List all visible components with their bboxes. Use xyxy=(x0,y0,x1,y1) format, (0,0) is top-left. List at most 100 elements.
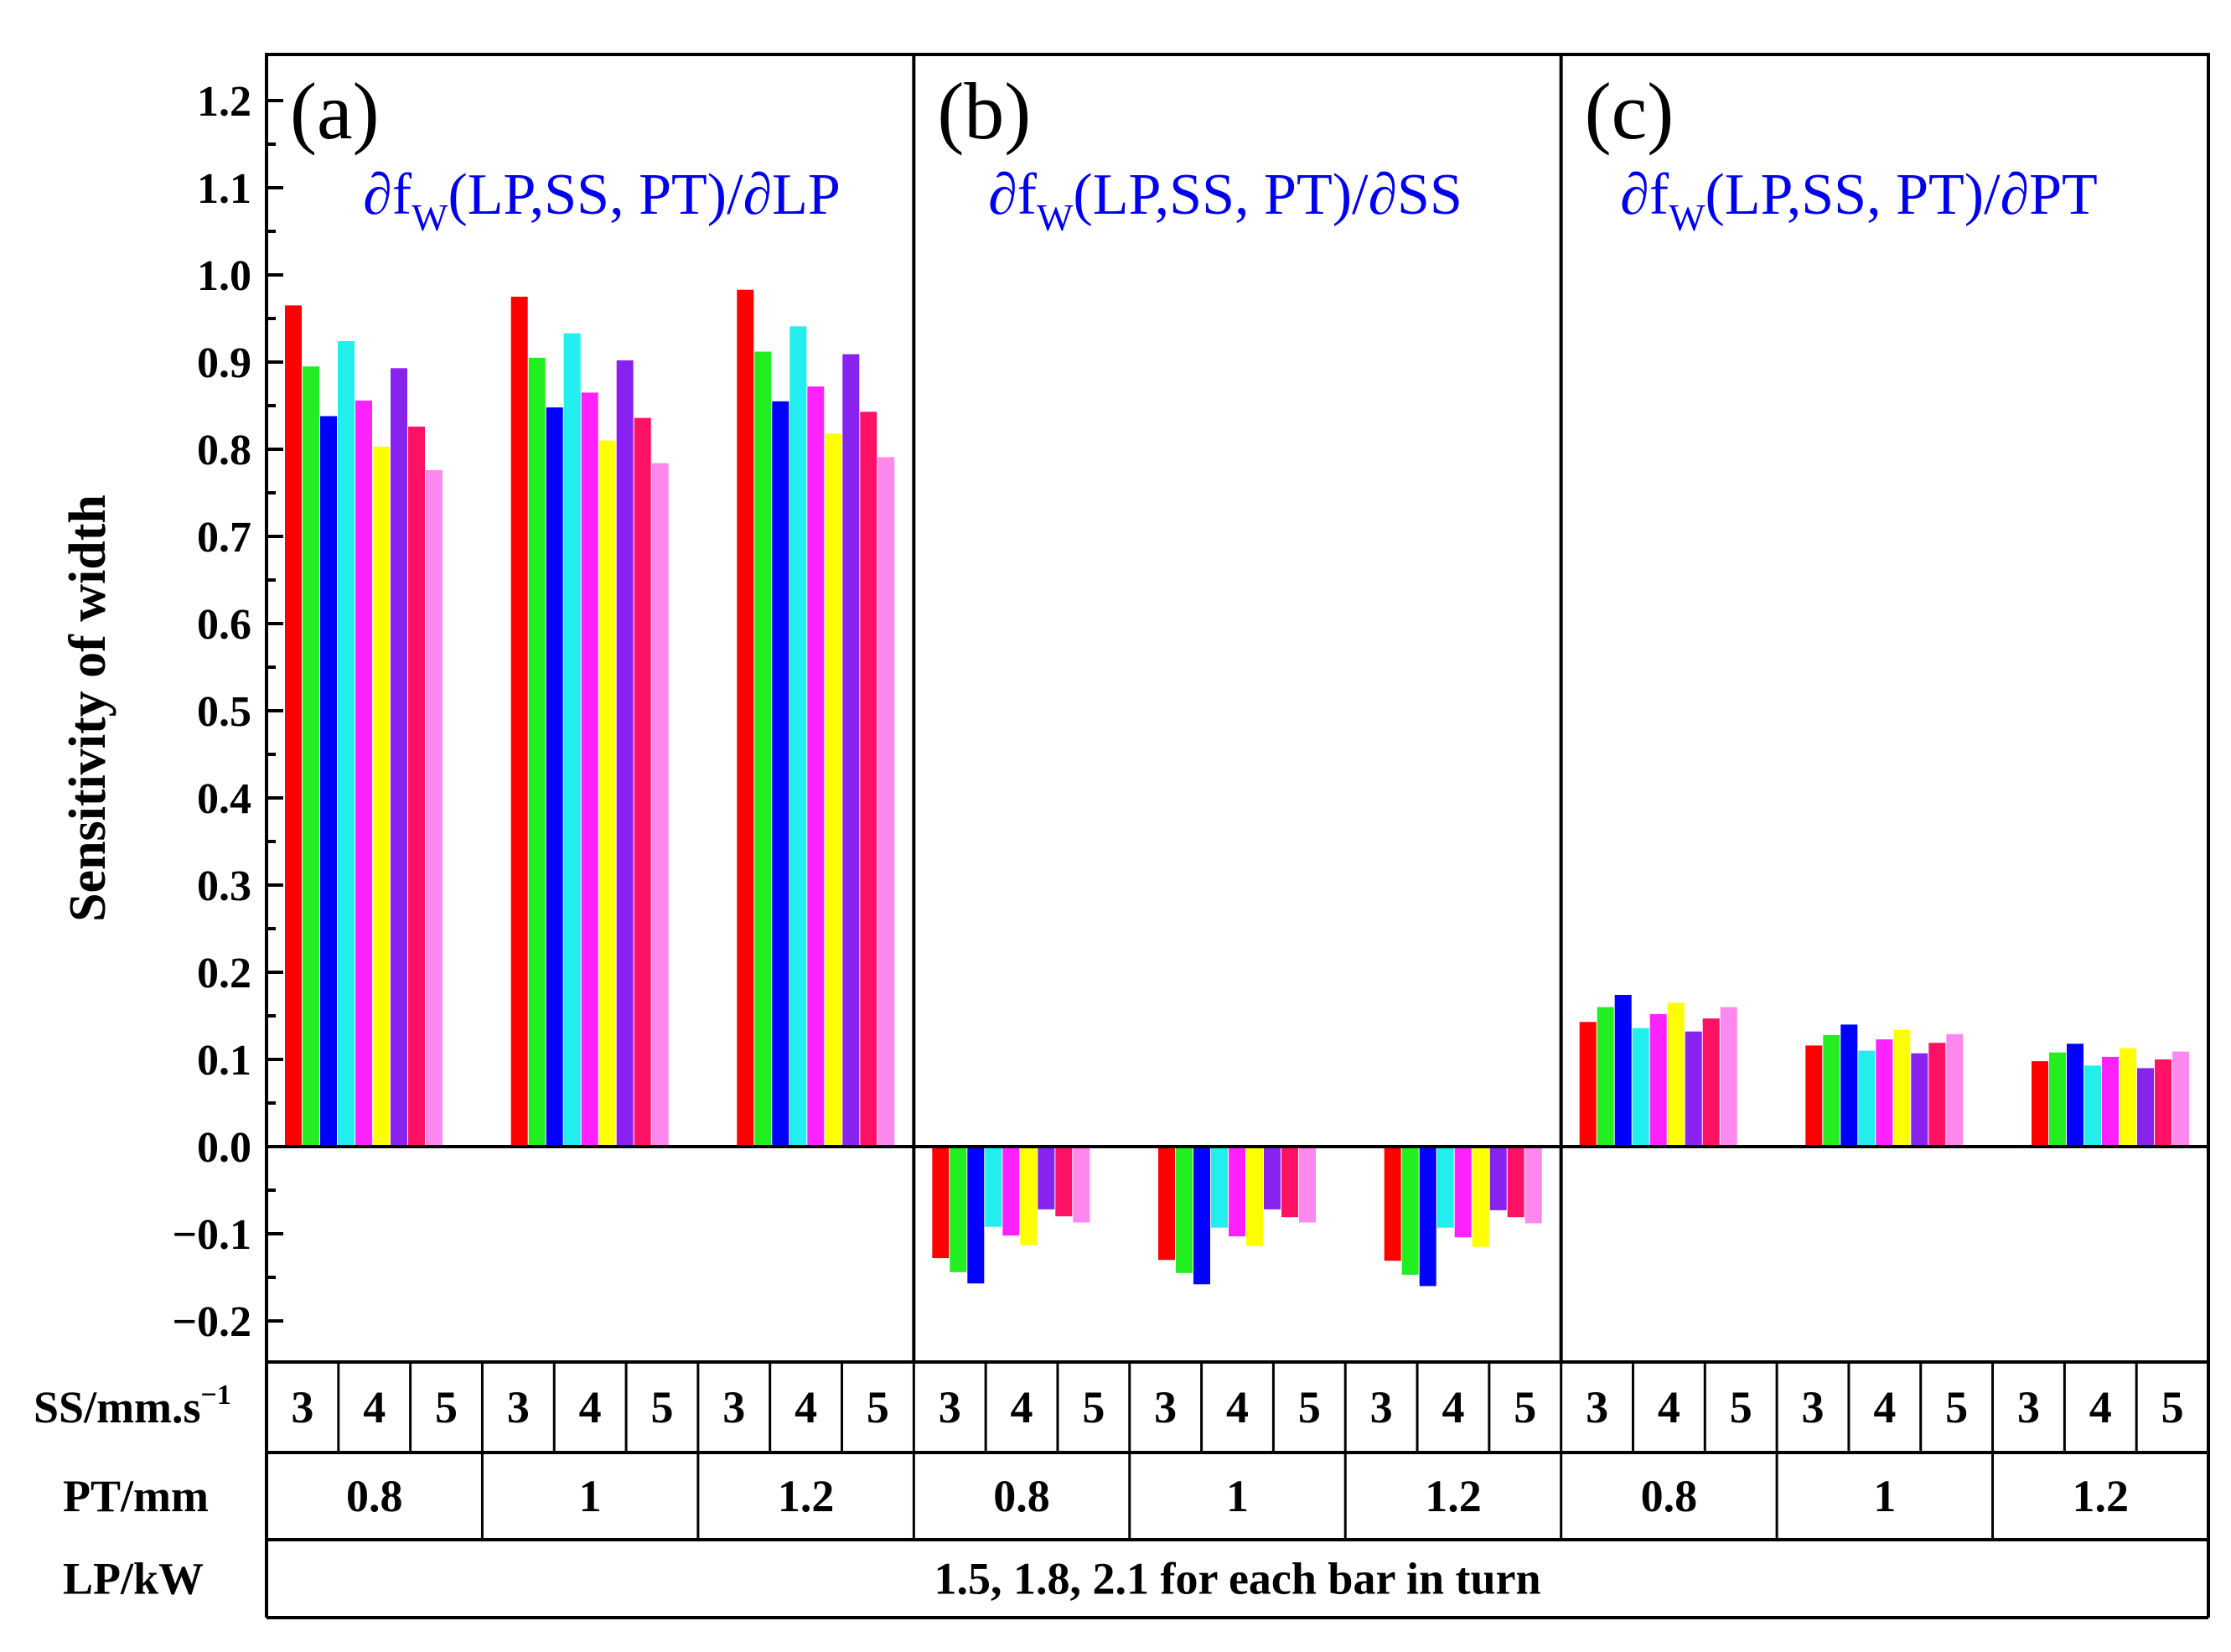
pt-value: 0.8 xyxy=(346,1471,403,1521)
ss-value: 4 xyxy=(363,1382,386,1432)
bar-panel1-group3-bar2 xyxy=(754,351,772,1147)
bar-panel3-group2-bar9 xyxy=(1946,1033,1964,1147)
bars-layer xyxy=(285,289,2189,1287)
bar-panel2-group1-bar3 xyxy=(967,1147,985,1284)
bar-panel3-group3-bar9 xyxy=(2172,1051,2189,1147)
bar-panel3-group1-bar8 xyxy=(1702,1018,1720,1147)
ss-value: 4 xyxy=(2089,1382,2112,1432)
ss-value: 5 xyxy=(867,1382,889,1432)
bar-panel3-group3-bar6 xyxy=(2120,1048,2136,1147)
bar-panel1-group2-bar6 xyxy=(598,440,616,1147)
ss-value: 3 xyxy=(2017,1382,2040,1432)
ss-value: 3 xyxy=(939,1382,961,1432)
y-tick-label: 0.4 xyxy=(197,775,251,823)
y-tick-label: 0.1 xyxy=(197,1037,251,1085)
bar-panel1-group2-bar7 xyxy=(616,360,634,1147)
bar-panel3-group2-bar7 xyxy=(1911,1053,1928,1147)
ss-value: 5 xyxy=(1730,1382,1752,1432)
bar-panel1-group3-bar3 xyxy=(772,401,789,1147)
bar-panel1-group1-bar2 xyxy=(303,366,319,1147)
frame-layer xyxy=(265,53,2210,1364)
bar-panel3-group1-bar5 xyxy=(1649,1013,1667,1147)
bar-panel2-group1-bar6 xyxy=(1020,1147,1038,1245)
bar-panel2-group3-bar3 xyxy=(1419,1147,1436,1287)
lp-value: 1.5, 1.8, 2.1 for each bar in turn xyxy=(934,1554,1540,1604)
ss-value: 5 xyxy=(2161,1382,2184,1432)
bar-panel1-group3-bar5 xyxy=(807,386,825,1147)
bar-panel3-group3-bar2 xyxy=(2049,1052,2066,1147)
y-tick-label: −0.1 xyxy=(172,1211,251,1259)
y-axis-label: Sensitivity of width xyxy=(60,495,116,922)
y-tick-label: −0.2 xyxy=(172,1298,251,1346)
pt-value: 1.2 xyxy=(2073,1471,2130,1521)
ss-value: 3 xyxy=(1802,1382,1825,1432)
bar-panel3-group3-bar8 xyxy=(2155,1059,2171,1147)
pt-value: 1 xyxy=(579,1471,602,1521)
bar-panel1-group3-bar7 xyxy=(842,354,860,1147)
y-axis: 1.2 1.1 1.0 0.9 0.8 0.7 0.6 0.5 0.4 0.3 0.2 0.1 0.0 −… xyxy=(172,78,283,1346)
bar-panel2-group1-bar4 xyxy=(985,1147,1002,1227)
plot-frame xyxy=(265,53,2210,1364)
ss-value: 3 xyxy=(291,1382,313,1432)
y-tick-label: 0.9 xyxy=(197,339,251,387)
y-tick-label: 0.2 xyxy=(197,950,251,997)
bar-panel2-group3-bar4 xyxy=(1436,1147,1454,1228)
bar-panel1-group1-bar9 xyxy=(426,470,443,1147)
y-tick-label: 0.5 xyxy=(197,688,251,736)
lp-row-label: LP/kW xyxy=(63,1554,204,1604)
ss-value: 4 xyxy=(795,1382,817,1432)
pt-value: 0.8 xyxy=(1641,1471,1698,1521)
ss-row-label: SS/mm.s−1 xyxy=(34,1380,231,1432)
bar-panel3-group1-bar7 xyxy=(1685,1031,1702,1147)
ss-value: 4 xyxy=(1011,1382,1033,1432)
bar-panel3-group2-bar8 xyxy=(1928,1043,1946,1147)
pt-value: 1 xyxy=(1226,1471,1249,1521)
bar-panel3-group3-bar3 xyxy=(2067,1044,2083,1147)
y-tick-label: 0.0 xyxy=(197,1124,251,1172)
bar-panel3-group2-bar1 xyxy=(1805,1045,1823,1147)
panel-label: (a) xyxy=(290,66,380,156)
bar-panel3-group2-bar6 xyxy=(1893,1029,1911,1147)
pt-value: 1.2 xyxy=(1425,1471,1482,1521)
bar-panel2-group2-bar5 xyxy=(1229,1147,1245,1237)
bar-panel3-group3-bar7 xyxy=(2137,1068,2154,1147)
bar-panel1-group2-bar9 xyxy=(651,463,669,1147)
ss-value: 5 xyxy=(1082,1382,1105,1432)
y-tick-label: 0.6 xyxy=(197,601,251,649)
pt-row-label: PT/mm xyxy=(63,1471,209,1521)
bar-panel2-group2-bar1 xyxy=(1158,1147,1175,1261)
bar-panel3-group2-bar4 xyxy=(1858,1050,1876,1147)
bar-panel2-group2-bar4 xyxy=(1211,1147,1228,1228)
bar-panel2-group1-bar8 xyxy=(1055,1147,1073,1217)
bar-panel3-group3-bar4 xyxy=(2084,1065,2101,1147)
bar-panel3-group1-bar9 xyxy=(1720,1007,1737,1147)
bar-panel3-group1-bar4 xyxy=(1632,1028,1649,1147)
bar-panel1-group3-bar1 xyxy=(737,289,754,1147)
ss-value: 4 xyxy=(579,1382,602,1432)
bar-panel1-group3-bar4 xyxy=(789,326,807,1147)
bar-panel1-group3-bar8 xyxy=(860,412,877,1147)
bar-panel1-group3-bar9 xyxy=(877,457,895,1147)
ss-value: 4 xyxy=(1226,1382,1249,1432)
bar-panel3-group2-bar3 xyxy=(1840,1024,1858,1147)
bar-panel1-group3-bar6 xyxy=(825,433,842,1147)
bar-panel3-group1-bar1 xyxy=(1579,1022,1597,1147)
bar-panel2-group1-bar2 xyxy=(950,1147,967,1272)
bar-panel1-group2-bar8 xyxy=(634,417,651,1147)
panel-title: ∂fW(LP,SS, PT)/∂PT xyxy=(1620,163,2098,239)
bar-panel2-group2-bar2 xyxy=(1176,1147,1193,1273)
bar-panel3-group1-bar6 xyxy=(1667,1002,1685,1147)
bar-panel1-group1-bar8 xyxy=(408,427,425,1147)
bar-panel3-group1-bar2 xyxy=(1597,1007,1614,1147)
bar-panel1-group1-bar1 xyxy=(285,305,302,1147)
bar-panel2-group1-bar1 xyxy=(932,1147,950,1259)
y-tick-label: 1.0 xyxy=(197,252,251,300)
ss-value: 3 xyxy=(722,1382,745,1432)
bar-panel3-group3-bar1 xyxy=(2032,1061,2048,1147)
bar-panel2-group3-bar5 xyxy=(1454,1147,1472,1238)
bar-panel3-group1-bar3 xyxy=(1614,995,1632,1147)
ss-value: 5 xyxy=(1945,1382,1968,1432)
bar-panel2-group3-bar8 xyxy=(1507,1147,1524,1218)
bar-panel2-group2-bar7 xyxy=(1264,1147,1281,1209)
